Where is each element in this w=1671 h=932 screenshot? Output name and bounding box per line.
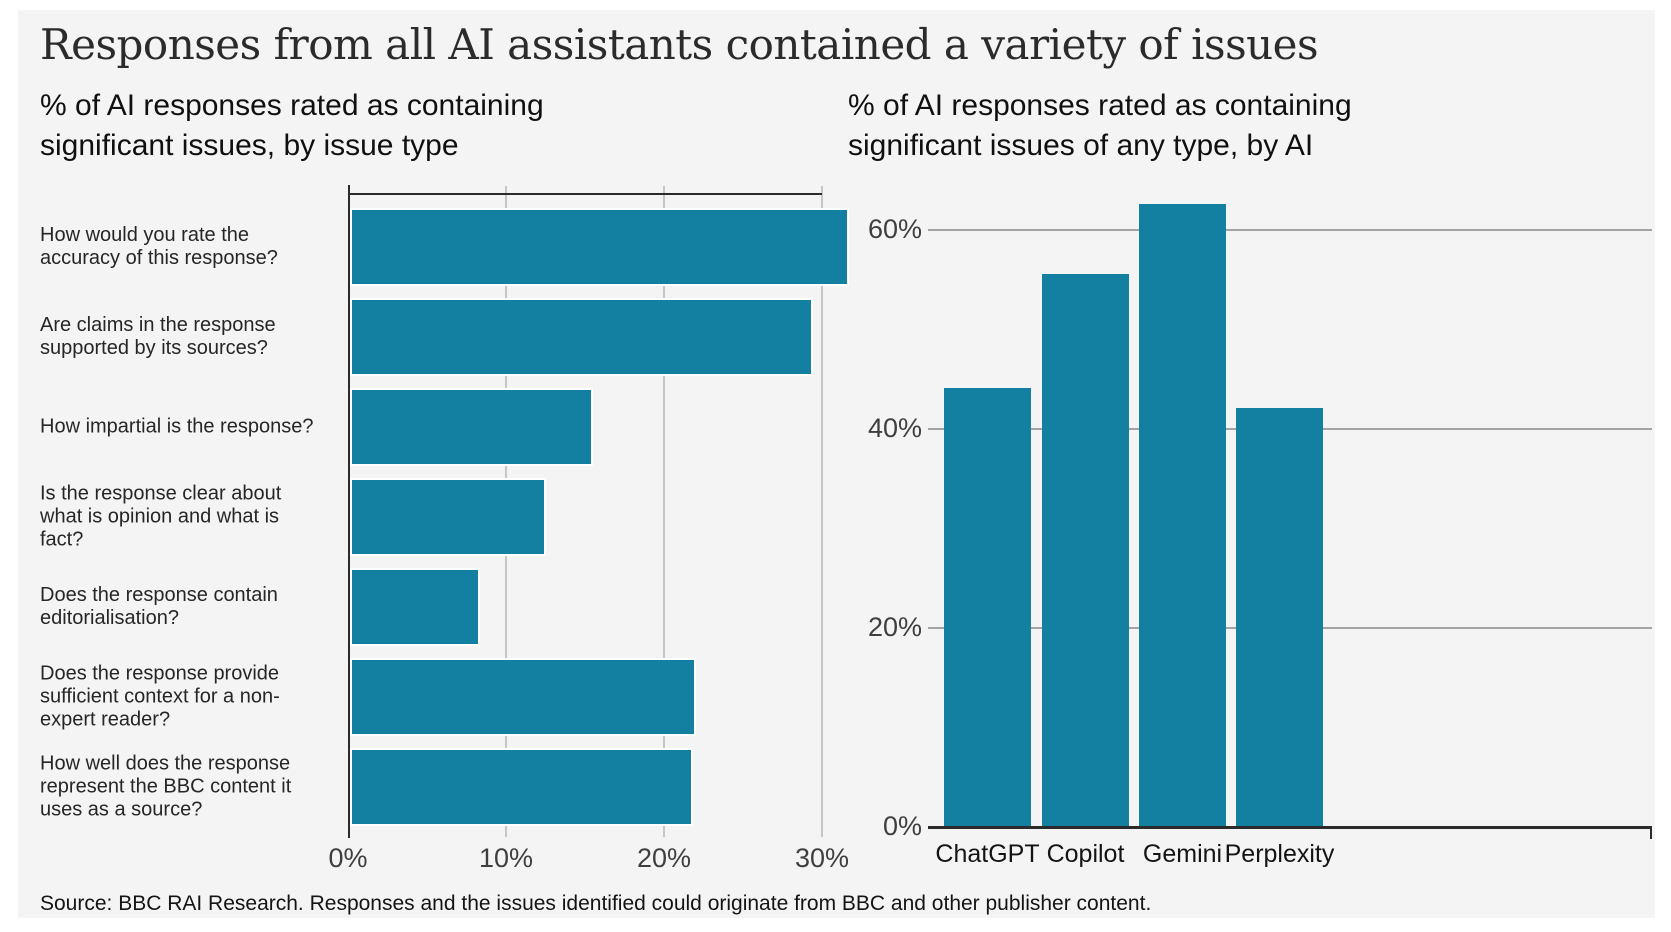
bar-0 bbox=[350, 208, 850, 286]
bar-perplexity bbox=[1236, 408, 1323, 826]
x-tick-label-0%: 0% bbox=[328, 843, 368, 873]
bar-chatgpt bbox=[944, 388, 1031, 826]
category-label-5: Does the response provide sufficient con… bbox=[40, 662, 280, 731]
x-axis-end-tick bbox=[1650, 826, 1652, 839]
left-chart-subtitle: % of AI responses rated as containing si… bbox=[40, 86, 544, 166]
left-chart-subtitle-line2: significant issues, by issue type bbox=[40, 129, 459, 162]
category-label-gemini: Gemini bbox=[1142, 840, 1223, 868]
x-tick-label-20%: 20% bbox=[636, 843, 692, 873]
y-tick-label-60%: 60% bbox=[867, 214, 922, 244]
source-note: Source: BBC RAI Research. Responses and … bbox=[40, 892, 1152, 915]
right-bar-chart-plot bbox=[928, 185, 1652, 839]
gridline-60pct bbox=[928, 229, 1652, 231]
gridline-30pct bbox=[821, 186, 823, 837]
bar-4 bbox=[350, 568, 480, 646]
x-tick-label-30%: 30% bbox=[794, 843, 850, 873]
figure-title: Responses from all AI assistants contain… bbox=[40, 20, 1319, 69]
left-bar-chart-plot bbox=[348, 185, 850, 838]
category-label-copilot: Copilot bbox=[1046, 840, 1125, 868]
right-chart-subtitle-line1: % of AI responses rated as containing bbox=[848, 89, 1352, 122]
category-label-1: Are claims in the response supported by … bbox=[40, 314, 276, 359]
right-chart-subtitle-line2: significant issues of any type, by AI bbox=[848, 129, 1314, 162]
bar-3 bbox=[350, 478, 546, 556]
y-tick-label-20%: 20% bbox=[867, 612, 922, 642]
category-label-4: Does the response contain editorialisati… bbox=[40, 584, 278, 629]
bar-copilot bbox=[1042, 273, 1129, 826]
category-label-0: How would you rate the accuracy of this … bbox=[40, 224, 278, 269]
x-tick-label-10%: 10% bbox=[478, 843, 534, 873]
x-axis-line bbox=[928, 826, 1652, 829]
bar-1 bbox=[350, 298, 813, 376]
bar-gemini bbox=[1139, 204, 1226, 826]
y-axis-line bbox=[348, 185, 350, 838]
chart-panel-background bbox=[18, 10, 1655, 918]
bar-6 bbox=[350, 748, 693, 826]
bar-5 bbox=[350, 658, 697, 736]
top-axis-rule bbox=[349, 193, 822, 195]
category-label-perplexity: Perplexity bbox=[1224, 840, 1335, 868]
category-label-2: How impartial is the response? bbox=[40, 415, 314, 438]
gridline-20pct bbox=[663, 186, 665, 837]
bar-2 bbox=[350, 388, 594, 466]
category-label-chatgpt: ChatGPT bbox=[935, 840, 1040, 868]
y-tick-label-0%: 0% bbox=[882, 811, 922, 841]
category-label-3: Is the response clear about what is opin… bbox=[40, 482, 282, 551]
category-label-6: How well does the response represent the… bbox=[40, 752, 292, 821]
left-chart-subtitle-line1: % of AI responses rated as containing bbox=[40, 89, 544, 122]
y-tick-label-40%: 40% bbox=[867, 413, 922, 443]
right-chart-subtitle: % of AI responses rated as containing si… bbox=[848, 86, 1352, 166]
